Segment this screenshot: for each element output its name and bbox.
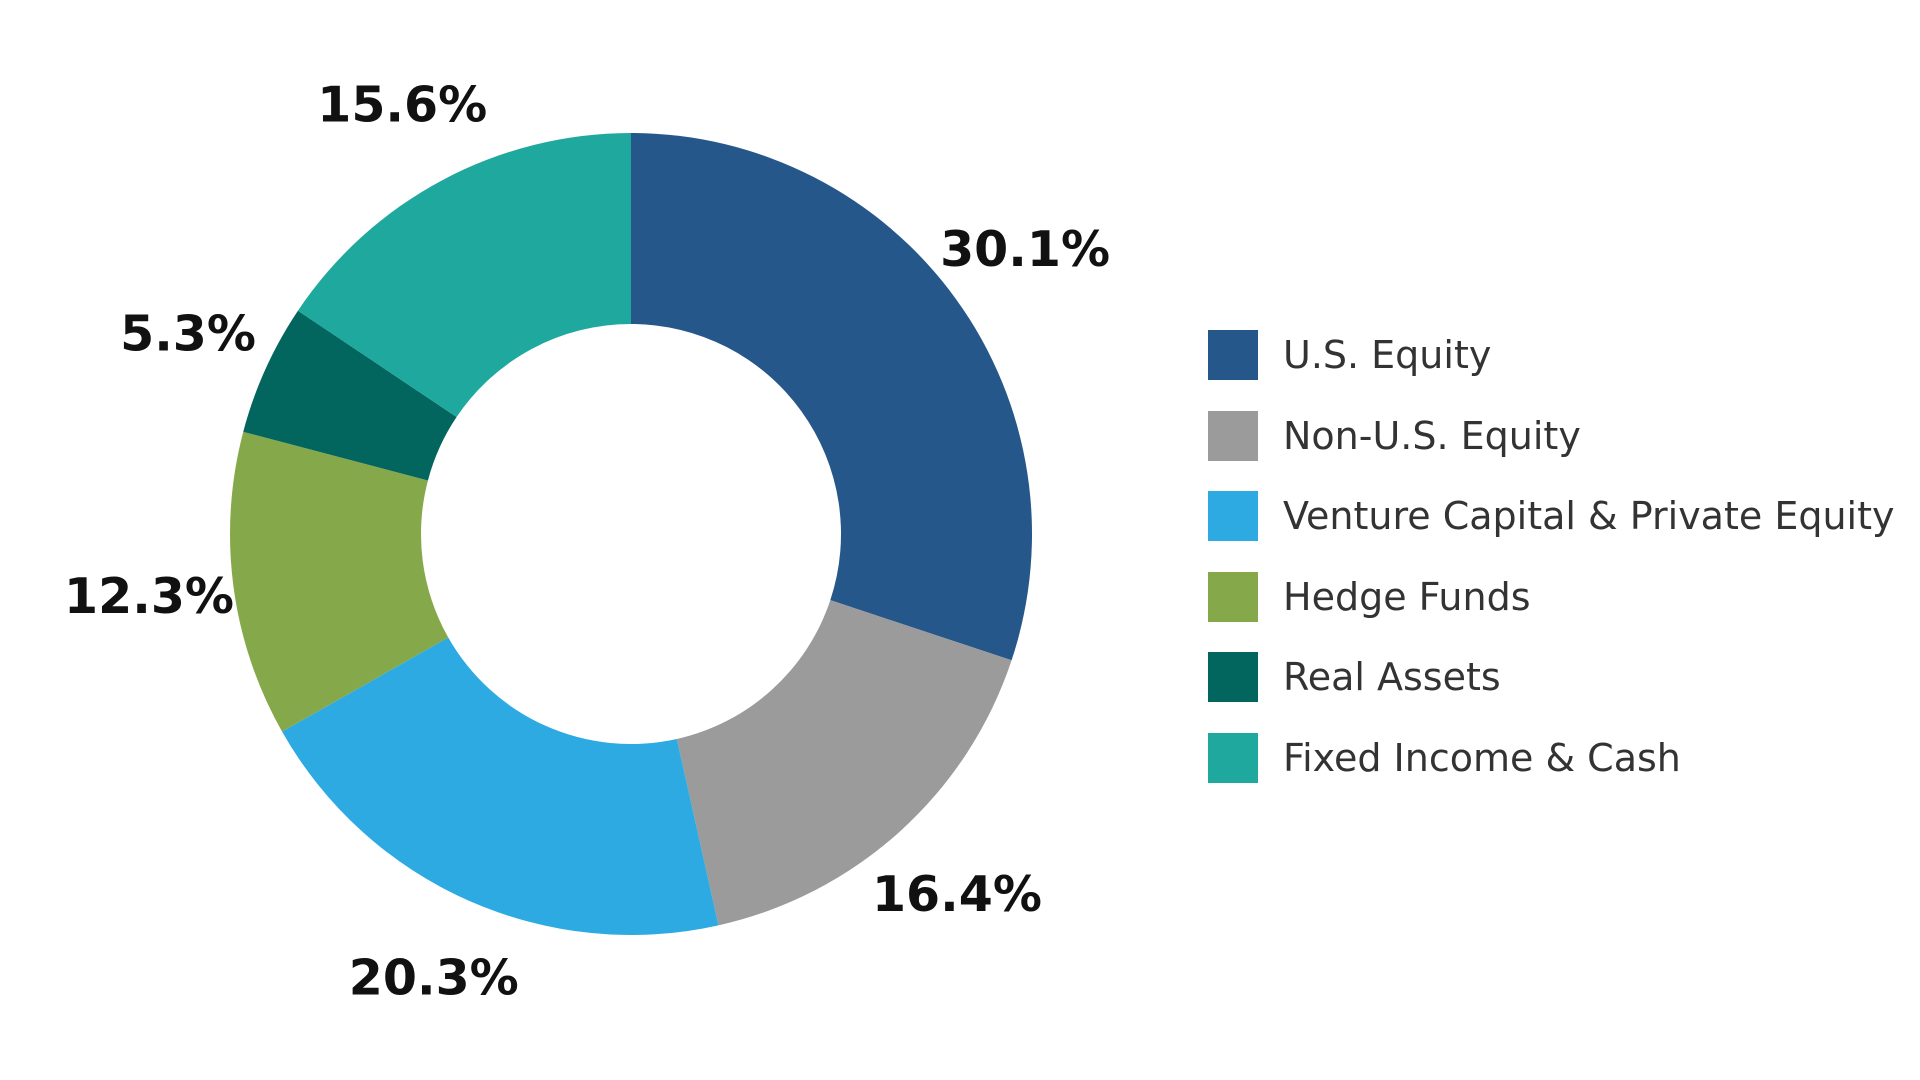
slice-label-5: 15.6% [317,77,487,134]
legend-label-3: Hedge Funds [1283,574,1531,619]
legend-item: Fixed Income & Cash [1208,732,1895,783]
slice-3 [230,431,449,732]
slice-4 [243,310,457,481]
slice-0 [631,133,1032,661]
slice-5 [297,133,631,418]
slice-label-1: 16.4% [872,866,1042,923]
legend-swatch-3 [1208,571,1258,622]
legend-item: Venture Capital & Private Equity [1208,491,1895,541]
slice-1 [676,600,1012,926]
legend-swatch-5 [1208,732,1258,783]
legend-swatch-0 [1208,330,1258,380]
legend-swatch-2 [1208,491,1258,541]
legend-swatch-4 [1208,652,1258,702]
legend-item: Real Assets [1208,652,1895,702]
legend-label-1: Non-U.S. Equity [1283,413,1581,458]
legend-label-4: Real Assets [1283,655,1501,699]
legend-item: Hedge Funds [1208,571,1895,622]
legend-label-0: U.S. Equity [1283,333,1492,377]
legend: U.S. Equity Non-U.S. Equity Venture Capita… [1208,330,1895,813]
legend-swatch-1 [1208,410,1258,461]
legend-item: Non-U.S. Equity [1208,410,1895,461]
legend-label-2: Venture Capital & Private Equity [1283,494,1895,538]
slice-label-4: 5.3% [120,306,256,363]
slice-2 [282,637,719,935]
legend-label-5: Fixed Income & Cash [1283,735,1681,780]
slice-label-2: 20.3% [349,950,519,1007]
legend-item: U.S. Equity [1208,330,1895,380]
slice-label-3: 12.3% [64,568,234,625]
slice-label-0: 30.1% [940,221,1110,278]
